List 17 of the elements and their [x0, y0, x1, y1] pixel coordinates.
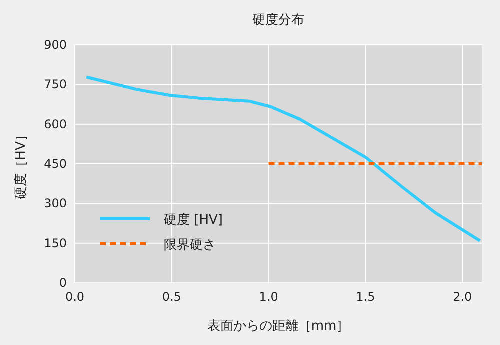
legend-label: 限界硬さ [164, 238, 216, 253]
x-tick-label: 0.5 [162, 290, 182, 304]
y-tick-label: 300 [44, 196, 67, 211]
y-tick-label: 900 [44, 38, 67, 52]
x-tick-label: 1.5 [356, 290, 376, 304]
x-tick-label: 1.0 [259, 290, 278, 304]
y-tick-label: 600 [44, 117, 67, 132]
x-tick-label: 2.0 [453, 290, 472, 304]
y-tick-label: 0 [59, 276, 67, 290]
y-tick-label: 450 [44, 157, 67, 171]
x-tick-label: 0.0 [65, 290, 85, 304]
y-tick-label: 750 [44, 78, 67, 92]
chart-title: 硬度分布 [252, 12, 304, 28]
x-axis-title: 表面からの距離［mm］ [207, 319, 350, 334]
y-tick-label: 150 [44, 236, 67, 250]
legend-label: 硬度 [HV] [164, 212, 223, 228]
y-axis-title: 硬度［HV］ [13, 128, 29, 200]
